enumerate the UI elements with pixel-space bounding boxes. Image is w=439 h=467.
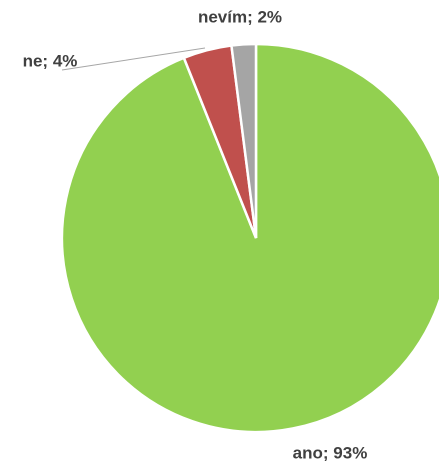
leader-line	[61, 47, 206, 71]
data-label: ano; 93%	[293, 443, 368, 462]
data-label: nevím; 2%	[198, 7, 282, 26]
data-label: ne; 4%	[23, 51, 78, 70]
pie-slice	[230, 42, 258, 239]
pie-slice	[60, 42, 439, 434]
